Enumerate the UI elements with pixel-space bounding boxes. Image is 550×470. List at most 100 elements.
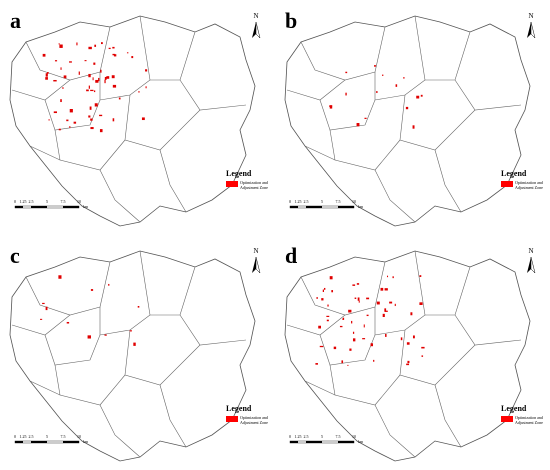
zone-patch <box>104 79 106 84</box>
scale-bar-segment <box>31 206 47 208</box>
zone-patch <box>106 76 110 79</box>
legend-label: Adjustment Zone <box>240 420 268 425</box>
district-boundary <box>399 329 476 386</box>
legend-label: Adjustment Zone <box>515 185 543 190</box>
scale-label: 5 <box>46 199 48 204</box>
zone-patch <box>419 275 422 277</box>
scale-label: 2.5 <box>304 434 309 439</box>
zone-patch <box>392 276 394 279</box>
scale-label: 0 <box>14 434 16 439</box>
zone-patch <box>118 97 121 100</box>
scale-label: 0 <box>289 199 291 204</box>
zone-patch <box>53 79 57 82</box>
district-boundary <box>286 79 346 101</box>
zone-patch <box>73 121 77 124</box>
zone-patch <box>364 117 367 119</box>
zone-patch <box>385 333 387 337</box>
zone-patch <box>348 309 352 313</box>
zone-patch <box>69 126 71 128</box>
zone-patch <box>416 95 420 99</box>
zone-patch <box>406 342 410 345</box>
legend-swatch <box>501 416 513 422</box>
scale-label: 10 <box>352 199 356 204</box>
district-boundary <box>25 261 111 316</box>
zone-patch <box>60 67 62 70</box>
scale-label: 10 <box>77 434 81 439</box>
zone-patch <box>112 84 117 88</box>
scale-label: 1.25 <box>295 434 302 439</box>
zone-patch <box>373 359 375 362</box>
zone-patch <box>318 325 321 329</box>
legend-label: Optimization and <box>240 415 268 420</box>
zone-patch <box>354 297 357 299</box>
zone-patch <box>87 335 91 339</box>
zone-patch <box>382 74 384 76</box>
legend-label: Optimization and <box>515 180 543 185</box>
district-boundary <box>54 129 126 171</box>
district-boundary <box>454 79 522 111</box>
zone-patch <box>384 308 387 312</box>
zone-patch <box>53 111 58 114</box>
zone-patch <box>108 47 111 50</box>
zone-patch <box>406 363 410 366</box>
legend-title: Legend <box>226 404 252 413</box>
zone-patch <box>352 338 356 342</box>
district-boundary <box>374 404 416 458</box>
zone-patch <box>93 62 96 65</box>
zone-patch <box>88 73 91 78</box>
zone-patch <box>88 46 92 50</box>
scale-bar-segment <box>15 206 23 208</box>
zone-patch <box>420 94 423 97</box>
district-boundary <box>99 169 141 223</box>
district-boundary <box>124 329 201 386</box>
zone-patch <box>347 364 349 366</box>
north-label: N <box>528 247 533 255</box>
zone-patch <box>112 53 116 56</box>
zone-patch <box>363 324 365 328</box>
north-arrow <box>527 22 531 38</box>
zone-patch <box>86 89 89 92</box>
zone-patch <box>410 312 413 316</box>
zone-patch <box>357 297 360 301</box>
zone-patch <box>395 84 398 87</box>
zone-patch <box>94 103 98 107</box>
region-outline <box>284 250 531 462</box>
zone-patch <box>112 46 115 49</box>
district-boundary <box>304 380 336 396</box>
zone-patch <box>92 77 94 81</box>
zone-patch <box>98 77 100 82</box>
district-boundary <box>29 145 61 161</box>
zone-patch <box>138 91 140 93</box>
zone-patch <box>90 127 94 130</box>
district-boundary <box>150 266 196 316</box>
scale-bar-segment <box>63 441 79 443</box>
zone-patch <box>99 114 103 117</box>
scale-bar-segment <box>306 206 322 208</box>
zone-patch <box>54 60 58 62</box>
scale-bar-segment <box>31 441 47 443</box>
scale-bar-segment <box>290 441 298 443</box>
scale-label: 7.5 <box>336 434 341 439</box>
zone-patch <box>331 290 334 293</box>
district-boundary <box>425 31 471 81</box>
legend-title: Legend <box>501 404 527 413</box>
district-boundary <box>124 94 201 151</box>
scale-label: 7.5 <box>61 199 66 204</box>
zone-patch <box>356 123 360 127</box>
scale-unit: km <box>83 439 89 444</box>
scale-unit: km <box>358 204 364 209</box>
scale-bar-segment <box>338 441 354 443</box>
zone-patch <box>89 106 92 110</box>
scale-label: 2.5 <box>29 434 34 439</box>
zone-patch <box>112 118 115 122</box>
zone-patch <box>45 77 48 80</box>
zone-patch <box>129 330 132 332</box>
district-boundary <box>11 79 71 101</box>
zone-patch <box>66 119 69 122</box>
district-boundary <box>179 314 247 346</box>
zone-patch <box>42 302 45 305</box>
zone-patch <box>90 118 93 121</box>
district-boundary <box>25 26 111 81</box>
zone-patch <box>356 283 360 285</box>
zone-patch <box>386 275 389 278</box>
